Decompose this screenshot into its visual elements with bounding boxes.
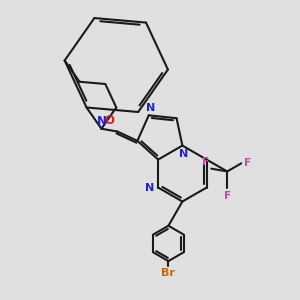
Text: F: F bbox=[224, 191, 231, 201]
Text: N: N bbox=[97, 115, 107, 128]
Text: F: F bbox=[202, 157, 209, 167]
Text: O: O bbox=[104, 114, 114, 127]
Text: F: F bbox=[244, 158, 251, 168]
Text: N: N bbox=[146, 182, 154, 193]
Text: N: N bbox=[146, 103, 155, 113]
Text: N: N bbox=[179, 149, 188, 159]
Text: Br: Br bbox=[161, 268, 175, 278]
